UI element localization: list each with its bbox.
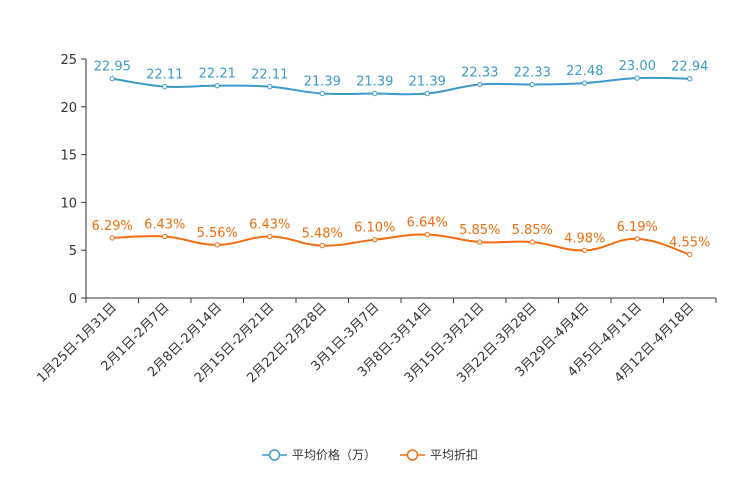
y-tick-label: 25 bbox=[60, 53, 77, 68]
data-point bbox=[109, 235, 115, 241]
data-label: 5.85% bbox=[459, 223, 500, 238]
data-label: 5.48% bbox=[302, 227, 343, 242]
data-label: 21.39 bbox=[409, 75, 446, 90]
series-1: 22.95 22.11 22.21 22.11 21.39 21.39 21.39 22.33… bbox=[94, 59, 708, 97]
y-tick-label: 20 bbox=[60, 101, 77, 116]
data-label: 22.33 bbox=[461, 66, 498, 81]
data-point bbox=[582, 80, 588, 86]
series-layer: 22.95 22.11 22.21 22.11 21.39 21.39 21.39 22.33… bbox=[92, 59, 710, 258]
legend-label: 平均价格（万） bbox=[292, 447, 376, 462]
data-point bbox=[582, 247, 588, 254]
legend-item-2: 平均折扣 bbox=[400, 447, 478, 462]
y-tick-label: 15 bbox=[60, 149, 77, 164]
data-label: 4.55% bbox=[669, 236, 710, 251]
data-point bbox=[109, 75, 115, 82]
data-label: 22.95 bbox=[94, 60, 131, 75]
data-label: 6.19% bbox=[617, 220, 658, 235]
y-tick-label: 0 bbox=[69, 292, 77, 307]
axes: 05101520251月25日-1月31日2月1日-2月7日2月8日-2月14日… bbox=[34, 53, 717, 386]
series-2: 6.29% 6.43% 5.56% 6.43% 5.48% 6.10% 6.64% 5.85%… bbox=[92, 216, 710, 258]
data-point bbox=[319, 242, 325, 249]
data-point bbox=[162, 83, 168, 90]
data-label: 22.11 bbox=[251, 68, 288, 83]
data-label: 6.10% bbox=[354, 221, 395, 236]
legend-swatch-marker bbox=[268, 449, 281, 461]
legend-swatch-marker bbox=[406, 449, 419, 461]
data-point bbox=[424, 231, 430, 238]
data-label: 6.43% bbox=[249, 218, 290, 233]
data-label: 6.43% bbox=[144, 218, 185, 233]
data-point bbox=[319, 90, 325, 97]
legend-item-1: 平均价格（万） bbox=[262, 447, 376, 462]
data-label: 6.29% bbox=[92, 219, 133, 234]
data-point bbox=[529, 81, 535, 88]
legend-label: 平均折扣 bbox=[430, 447, 478, 462]
data-point bbox=[214, 82, 220, 89]
legend: 平均价格（万） 平均折扣 bbox=[262, 447, 478, 462]
data-point bbox=[372, 236, 378, 243]
data-point bbox=[687, 75, 693, 82]
data-label: 23.00 bbox=[619, 59, 656, 74]
data-point bbox=[634, 75, 640, 81]
data-point bbox=[424, 90, 430, 97]
series-line bbox=[112, 76, 690, 96]
data-point bbox=[267, 83, 273, 90]
data-label: 5.85% bbox=[512, 223, 553, 238]
data-point bbox=[162, 233, 168, 240]
data-label: 22.94 bbox=[671, 60, 708, 75]
data-point bbox=[529, 239, 535, 245]
data-point bbox=[372, 90, 378, 97]
data-label: 21.39 bbox=[356, 75, 393, 90]
data-label: 22.21 bbox=[199, 67, 236, 82]
data-label: 22.33 bbox=[514, 66, 551, 81]
data-label: 4.98% bbox=[564, 231, 605, 246]
data-point bbox=[477, 81, 483, 88]
data-point bbox=[634, 236, 640, 242]
data-label: 21.39 bbox=[304, 75, 341, 90]
data-point bbox=[477, 239, 483, 245]
data-label: 22.48 bbox=[566, 64, 603, 79]
data-point bbox=[687, 251, 693, 258]
data-point bbox=[267, 233, 273, 240]
data-label: 6.64% bbox=[407, 216, 448, 231]
series-line bbox=[112, 233, 691, 256]
y-tick-label: 5 bbox=[69, 244, 77, 259]
data-label: 22.11 bbox=[146, 68, 183, 83]
data-point bbox=[214, 242, 220, 248]
data-label: 5.56% bbox=[197, 226, 238, 241]
y-tick-label: 10 bbox=[60, 196, 77, 211]
